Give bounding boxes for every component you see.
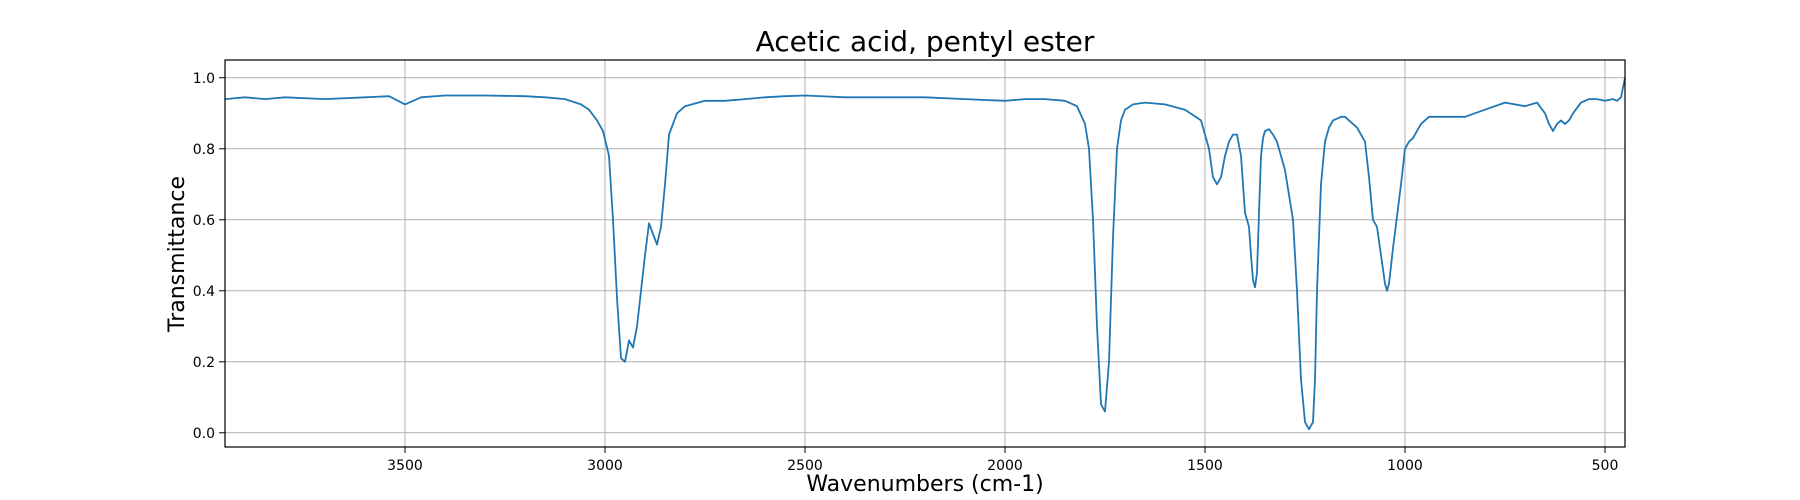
- series-layer: [224, 77, 1626, 431]
- spectrum-line: [224, 77, 1626, 431]
- x-axis-ticks: 3500 3000 2500 2000 1500 1000 500: [387, 447, 1618, 474]
- x-tick-label: 1500: [1187, 458, 1223, 474]
- y-tick-label: 0.2: [193, 355, 215, 371]
- y-tick-label: 0.8: [193, 142, 215, 158]
- y-tick-label: 1.0: [193, 71, 215, 87]
- y-axis-ticks: 0.0 0.2 0.4 0.6 0.8 1.0: [193, 71, 225, 442]
- grid-lines: [225, 60, 1625, 447]
- x-axis-label: Wavenumbers (cm-1): [806, 472, 1043, 497]
- chart-title: Acetic acid, pentyl ester: [756, 25, 1095, 58]
- x-tick-label: 2500: [787, 458, 823, 474]
- plot-frame: [224, 59, 1626, 448]
- x-tick-label: 1000: [1387, 458, 1423, 474]
- x-tick-label: 500: [1592, 458, 1619, 474]
- y-axis-label: Transmittance: [165, 176, 190, 333]
- y-tick-label: 0.6: [193, 213, 215, 229]
- y-tick-label: 0.0: [193, 426, 215, 442]
- x-tick-label: 2000: [987, 458, 1023, 474]
- y-tick-label: 0.4: [193, 284, 215, 300]
- x-tick-label: 3000: [587, 458, 623, 474]
- x-tick-label: 3500: [387, 458, 423, 474]
